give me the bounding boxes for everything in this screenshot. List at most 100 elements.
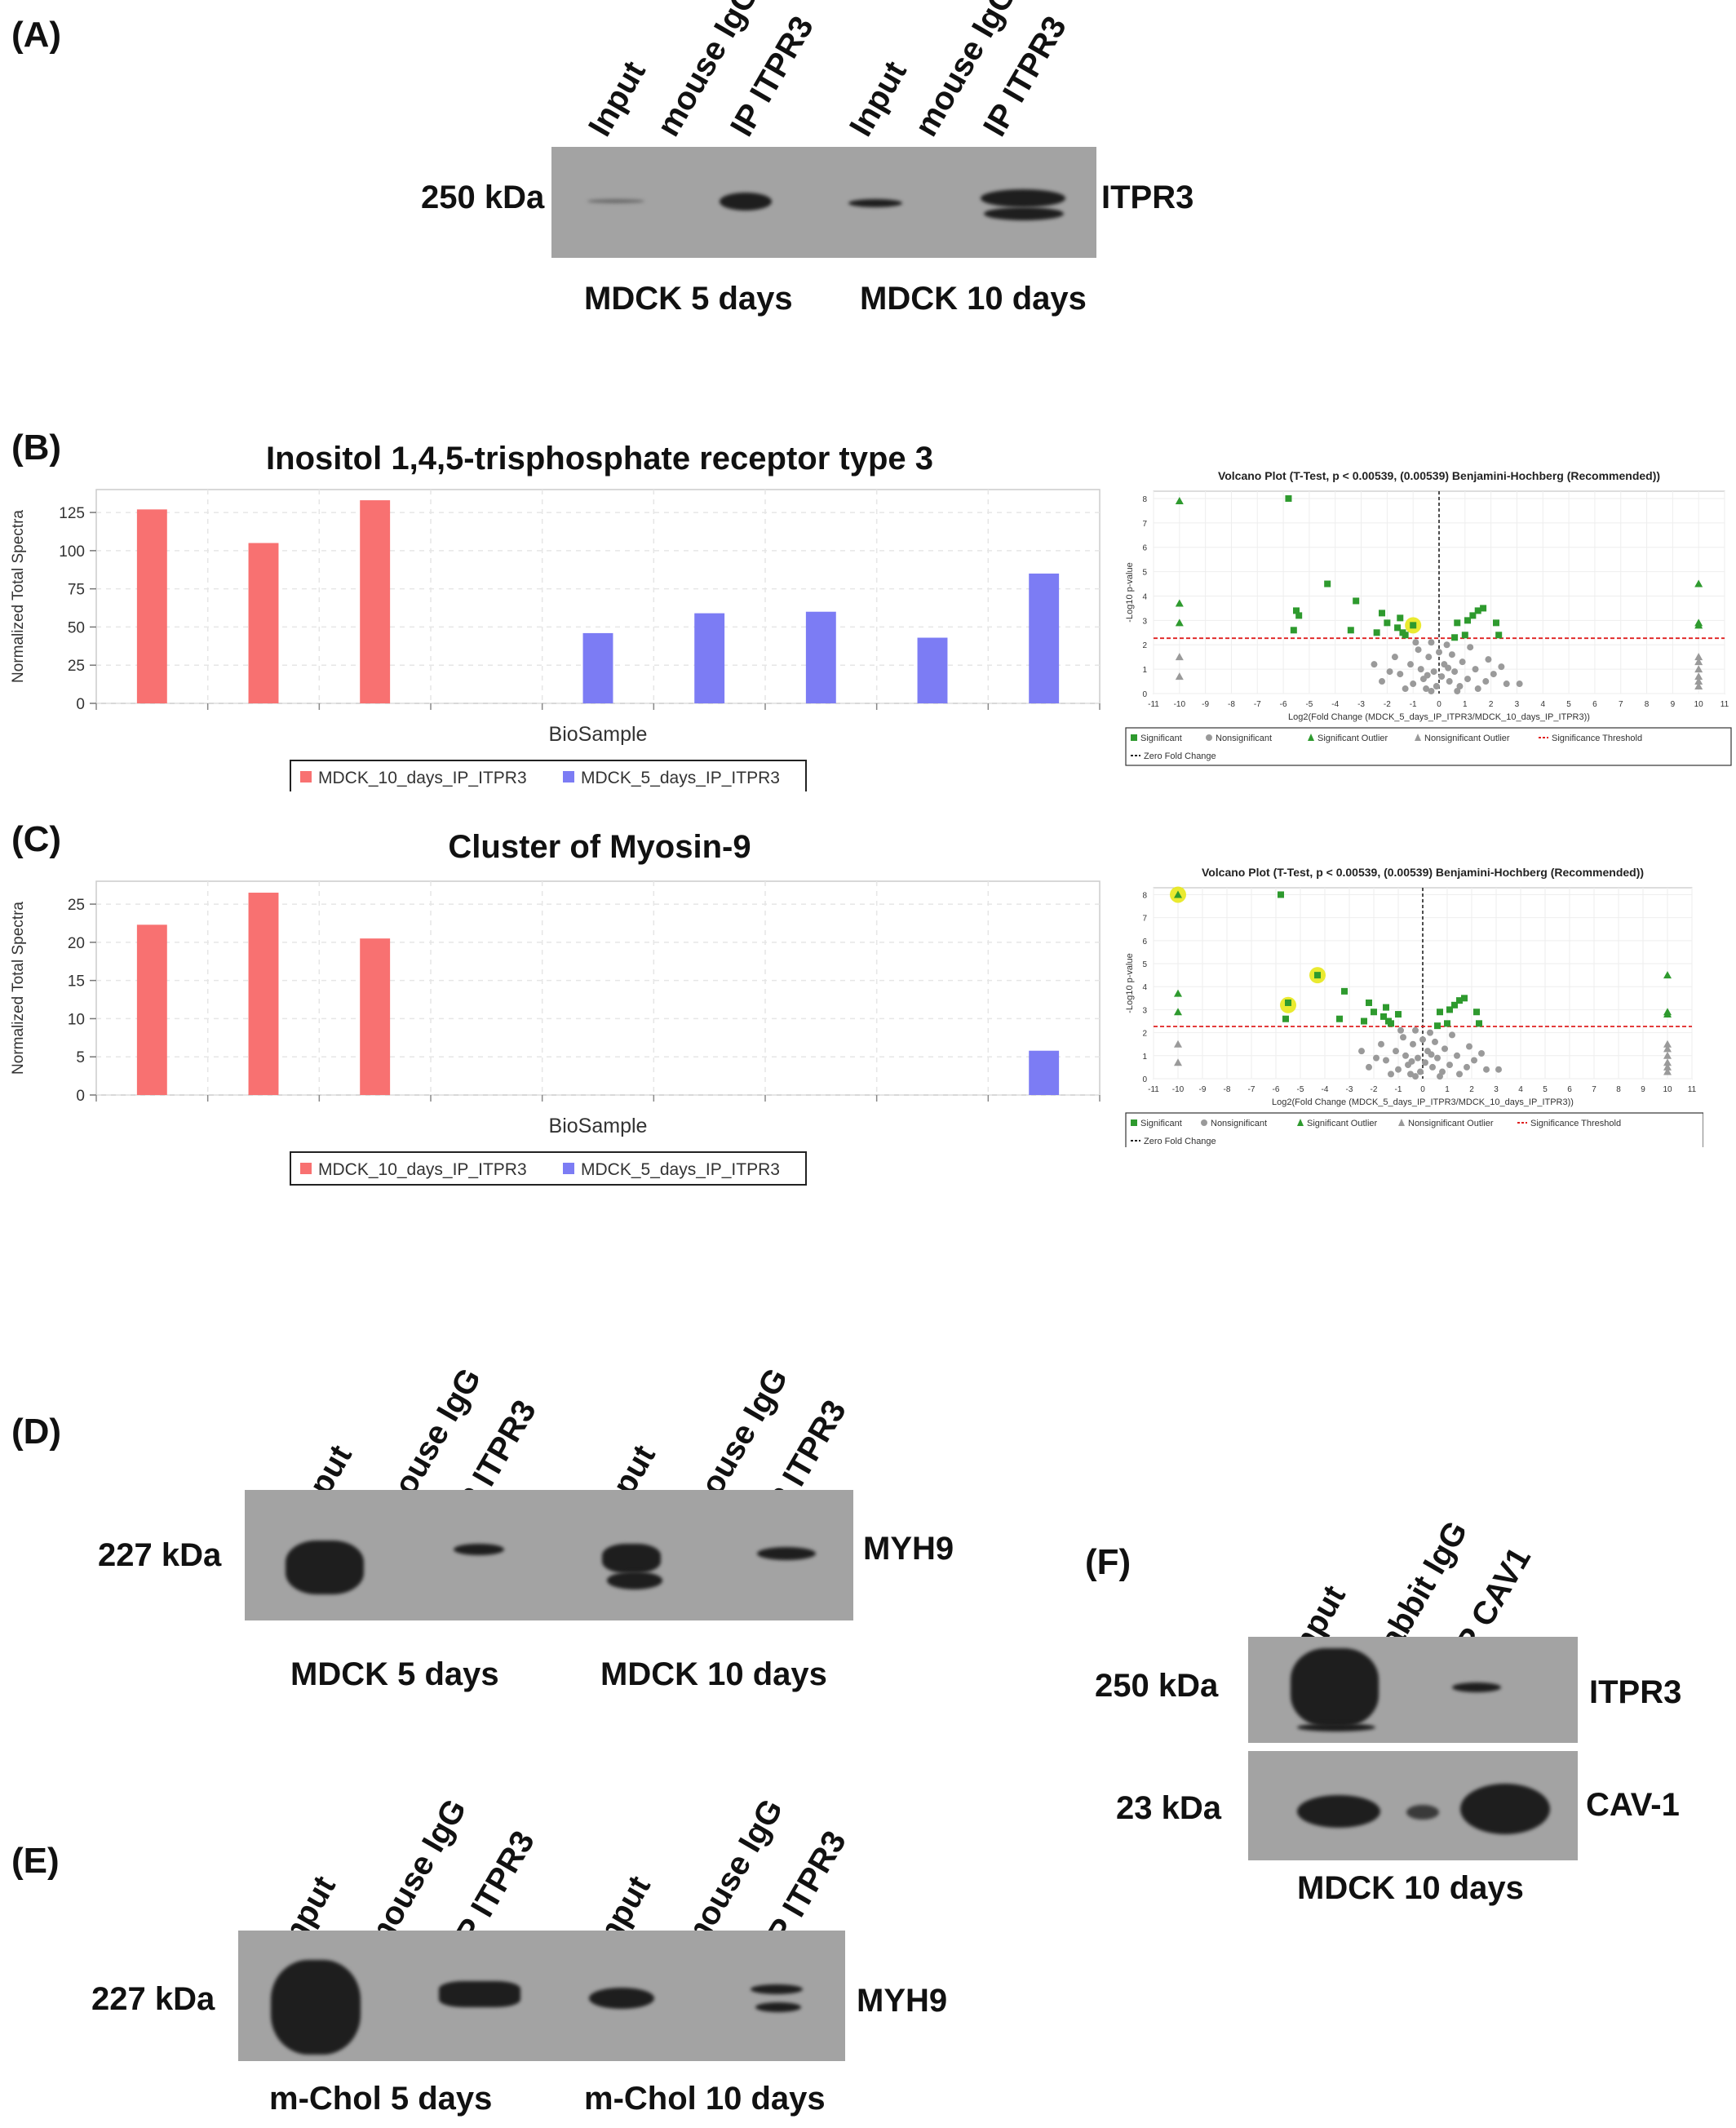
nonsignificant-point — [1410, 681, 1417, 688]
x-tick-label: 2 — [1469, 1085, 1474, 1094]
x-tick-label: -3 — [1346, 1085, 1353, 1094]
nonsignificant-point — [1402, 685, 1409, 693]
chart-title: Cluster of Myosin-9 — [448, 829, 751, 865]
group-label: MDCK 10 days — [600, 1656, 827, 1692]
western-blot-bottom — [1248, 1751, 1578, 1860]
significant-point — [1290, 627, 1297, 634]
blot-band — [757, 1547, 816, 1560]
western-blot-top — [1248, 1637, 1578, 1743]
nonsignificant-point — [1516, 681, 1523, 688]
x-tick-label: 1 — [1463, 700, 1468, 709]
panel-label-c: (C) — [11, 819, 62, 859]
significant-point — [1336, 1015, 1343, 1022]
protein-label: MYH9 — [863, 1531, 954, 1567]
x-tick-label: 0 — [1420, 1085, 1425, 1094]
significant-point — [1383, 1004, 1389, 1011]
blot-band — [848, 199, 902, 207]
nonsignificant-point — [1412, 639, 1419, 646]
nonsignificant-point — [1432, 1038, 1438, 1045]
nonsignificant-point — [1373, 1054, 1380, 1062]
y-tick-label: 4 — [1142, 592, 1147, 601]
group-label: MDCK 10 days — [860, 281, 1087, 317]
x-tick-label: 10 — [1694, 700, 1704, 709]
x-tick-label: 2 — [1489, 700, 1494, 709]
nonsignificant-point — [1358, 1048, 1365, 1055]
significant-point — [1380, 1013, 1387, 1020]
legend-entry: Nonsignificant — [1211, 1119, 1267, 1128]
significant-point — [1402, 632, 1409, 639]
western-blot — [245, 1490, 853, 1620]
lane-label: Input — [582, 55, 653, 143]
nonsignificant-point — [1423, 685, 1430, 693]
mw-marker: 250 kDa — [421, 180, 545, 215]
nonsignificant-point — [1482, 678, 1490, 685]
protein-label: ITPR3 — [1101, 180, 1194, 215]
nonsignificant-point — [1388, 1071, 1394, 1078]
legend-swatch — [1415, 734, 1421, 741]
mw-marker: 227 kDa — [91, 1981, 215, 2017]
nonsignificant-point — [1425, 654, 1433, 661]
mw-marker: 250 kDa — [1095, 1668, 1219, 1704]
significant-point — [1454, 619, 1461, 627]
legend-swatch — [1297, 1119, 1304, 1126]
nonsignificant-point — [1407, 661, 1414, 668]
y-tick-label: 0 — [1142, 1075, 1147, 1084]
nonsignificant-outlier-point — [1694, 665, 1703, 673]
nonsignificant-point — [1419, 1036, 1426, 1044]
x-tick-label: -1 — [1395, 1085, 1402, 1094]
x-tick-label: -3 — [1357, 700, 1365, 709]
nonsignificant-point — [1430, 668, 1437, 676]
y-tick-label: 6 — [1142, 938, 1147, 947]
nonsignificant-point — [1386, 668, 1393, 676]
blot-band — [1406, 1805, 1439, 1820]
nonsignificant-point — [1397, 1026, 1404, 1034]
nonsignificant-point — [1449, 1031, 1455, 1039]
significant-point — [1347, 627, 1354, 634]
x-tick-label: -10 — [1172, 1085, 1185, 1094]
bar — [1029, 1050, 1060, 1095]
nonsignificant-point — [1383, 1057, 1389, 1064]
blot-band — [1460, 1784, 1550, 1834]
legend-swatch — [1308, 734, 1314, 741]
significant-outlier-point — [1694, 579, 1703, 587]
plot-area — [95, 880, 1100, 1096]
protein-label: ITPR3 — [1589, 1674, 1682, 1710]
mw-marker: 23 kDa — [1116, 1790, 1221, 1826]
nonsignificant-point — [1400, 1034, 1406, 1041]
nonsignificant-point — [1471, 1057, 1477, 1064]
y-axis-label: Normalized Total Spectra — [10, 902, 27, 1075]
nonsignificant-outlier-point — [1663, 1040, 1672, 1048]
y-tick-label: 8 — [1142, 495, 1147, 504]
nonsignificant-point — [1415, 1054, 1421, 1062]
legend-swatch — [1131, 734, 1137, 741]
significant-point — [1388, 1020, 1394, 1027]
chart-title: Inositol 1,4,5-trisphosphate receptor ty… — [266, 441, 933, 477]
significant-point — [1379, 610, 1385, 617]
significant-point — [1451, 634, 1459, 641]
legend-swatch — [1398, 1119, 1405, 1126]
significant-point — [1353, 597, 1360, 605]
y-tick-label: 20 — [68, 935, 85, 952]
significant-point — [1474, 607, 1481, 614]
nonsignificant-point — [1454, 1052, 1460, 1059]
y-tick-label: 2 — [1142, 1030, 1147, 1039]
nonsignificant-outlier-point — [1174, 1058, 1182, 1066]
nonsignificant-point — [1428, 688, 1435, 695]
significant-outlier-point — [1174, 989, 1182, 997]
nonsignificant-outlier-point — [1174, 1040, 1182, 1048]
significant-outlier-point — [1175, 599, 1184, 607]
y-axis-label: -Log10 p-value — [1125, 562, 1135, 622]
y-tick-label: 10 — [68, 1011, 85, 1028]
nonsignificant-point — [1378, 1040, 1384, 1048]
nonsignificant-point — [1490, 671, 1497, 678]
nonsignificant-point — [1402, 1052, 1409, 1059]
nonsignificant-outlier-point — [1694, 672, 1703, 681]
significant-point — [1397, 614, 1404, 622]
bar — [582, 632, 613, 703]
nonsignificant-outlier-point — [1663, 1062, 1672, 1071]
nonsignificant-outlier-point — [1694, 653, 1703, 661]
nonsignificant-outlier-point — [1175, 672, 1184, 681]
y-tick-label: 7 — [1142, 520, 1147, 529]
x-tick-label: -11 — [1148, 700, 1159, 709]
nonsignificant-point — [1451, 668, 1459, 676]
